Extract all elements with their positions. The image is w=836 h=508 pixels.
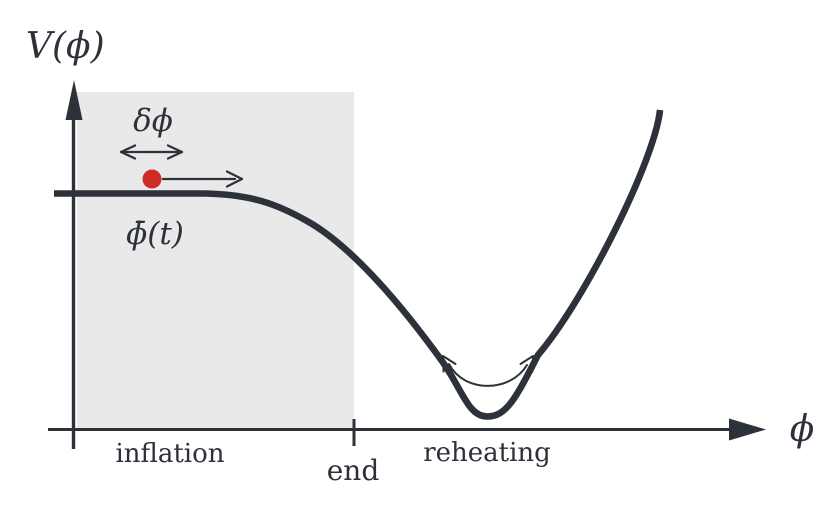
y-axis <box>65 80 83 449</box>
reheating-region-label: reheating <box>423 438 551 468</box>
x-axis-arrowhead-icon <box>729 418 766 441</box>
end-label: end <box>327 454 380 487</box>
oscillation-arrow-icon <box>442 355 534 387</box>
background-field-label: ϕ̄(t) <box>126 216 184 252</box>
y-axis-title: V(ϕ) <box>26 26 105 67</box>
delta-phi-arrow-icon <box>119 144 184 160</box>
inflaton-ball <box>142 169 162 189</box>
y-axis-arrowhead-icon <box>65 80 83 120</box>
potential-curve <box>54 109 664 420</box>
inflation-region-label: inflation <box>115 439 224 469</box>
inflation-region-shade <box>77 92 354 428</box>
x-axis <box>48 418 766 446</box>
x-axis-title: ϕ <box>790 409 815 450</box>
delta-phi-label: δϕ <box>133 103 173 139</box>
rolling-direction-arrow-icon <box>161 170 244 188</box>
